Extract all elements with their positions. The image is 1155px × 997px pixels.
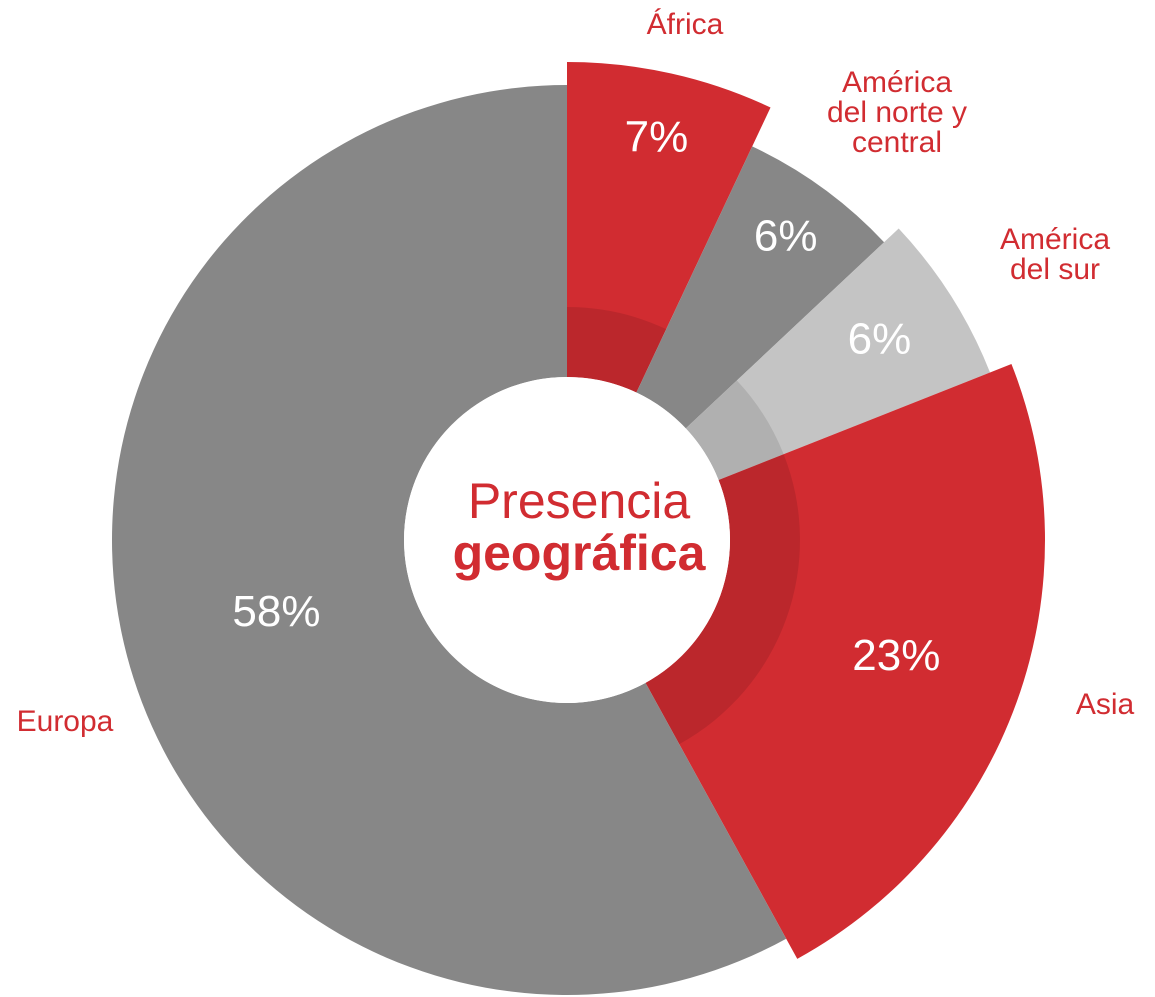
slice — [645, 364, 1045, 959]
slice — [112, 85, 787, 995]
value-label: 6% — [754, 212, 818, 261]
center-title: Presencia — [468, 473, 691, 529]
category-label: Asia — [1075, 688, 1135, 721]
value-label: 6% — [848, 314, 912, 363]
slice-ring — [685, 380, 784, 480]
slice — [685, 228, 991, 480]
category-label: América del norte y central — [826, 66, 968, 159]
slice-ring — [645, 454, 801, 745]
slice — [567, 62, 771, 393]
category-label: América del sur — [999, 223, 1111, 286]
donut-hole — [404, 377, 730, 703]
slice — [636, 146, 885, 429]
value-label: 23% — [852, 631, 940, 680]
slice-ring — [567, 307, 667, 393]
category-label: África — [646, 8, 724, 41]
value-label: 58% — [232, 587, 320, 636]
center-title: geográfica — [453, 525, 707, 581]
category-label: Europa — [16, 705, 114, 738]
value-label: 7% — [625, 112, 689, 161]
